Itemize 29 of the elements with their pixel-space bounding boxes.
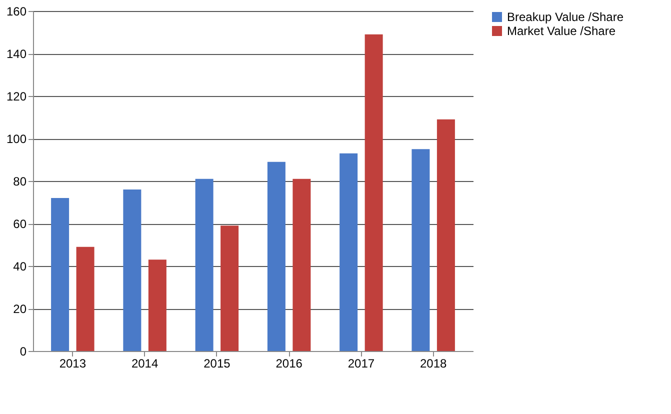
bar xyxy=(340,153,358,351)
bar xyxy=(123,190,142,351)
y-tick-label: 0 xyxy=(20,344,27,358)
bar xyxy=(51,198,70,351)
y-tick-label: 40 xyxy=(13,260,27,274)
y-tick-label: 20 xyxy=(13,302,27,316)
y-tick-label: 100 xyxy=(6,132,27,146)
legend-label: Market Value /Share xyxy=(507,24,616,38)
x-tick-label: 2017 xyxy=(348,356,375,370)
legend-label: Breakup Value /Share xyxy=(507,10,624,24)
bar xyxy=(292,178,311,351)
y-tick-label: 160 xyxy=(6,4,27,18)
bar xyxy=(195,178,214,351)
x-tick-label: 2014 xyxy=(131,356,158,370)
y-tick-label: 140 xyxy=(6,47,27,61)
bar xyxy=(76,246,94,351)
bar xyxy=(436,119,455,351)
y-tick-label: 120 xyxy=(6,90,27,104)
x-tick-label: 2013 xyxy=(59,356,86,370)
x-tick-label: 2015 xyxy=(204,356,231,370)
bar xyxy=(364,34,383,351)
bar xyxy=(267,162,286,351)
bar xyxy=(412,149,430,351)
x-tick-label: 2016 xyxy=(276,356,303,370)
x-tick-label: 2018 xyxy=(420,356,447,370)
bar xyxy=(148,260,166,351)
bar xyxy=(220,226,239,351)
y-tick-label: 60 xyxy=(13,217,27,231)
y-tick-label: 80 xyxy=(13,174,27,188)
